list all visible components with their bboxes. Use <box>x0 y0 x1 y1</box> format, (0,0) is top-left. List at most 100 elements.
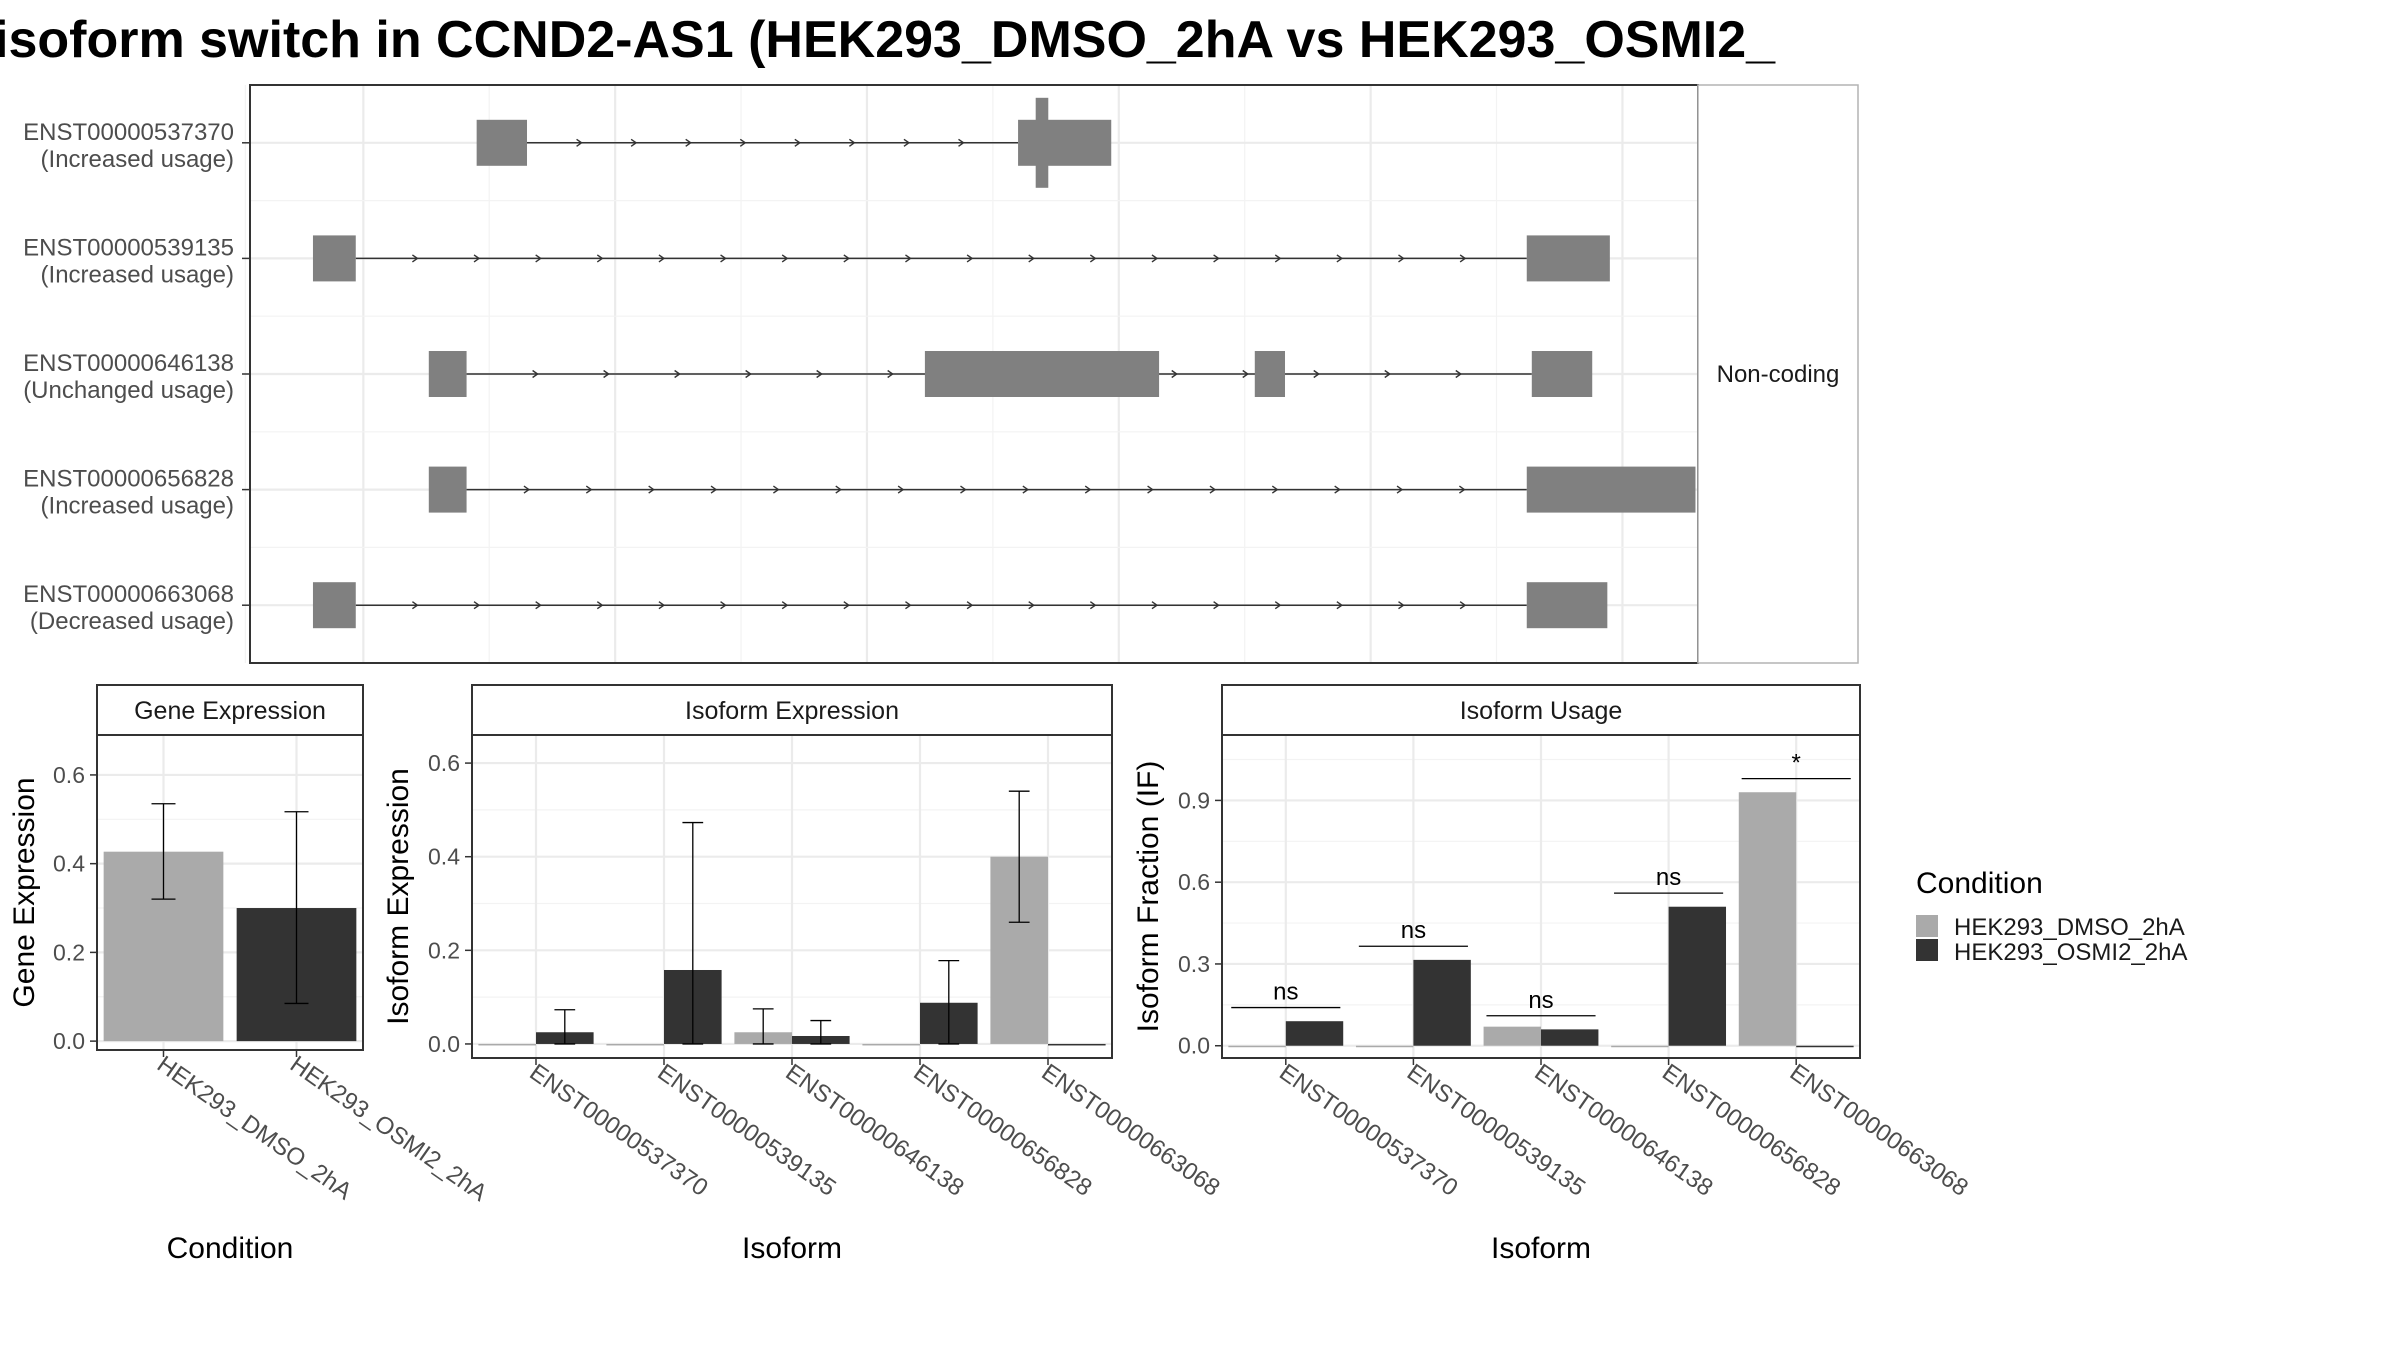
intron-arrow <box>794 138 802 147</box>
transcript-usage-label: (Increased usage) <box>41 146 234 173</box>
intron-arrow <box>473 254 481 263</box>
panel-strip-title: Isoform Usage <box>1460 697 1623 725</box>
intron-arrow <box>1028 601 1035 610</box>
intron-arrow <box>1213 254 1220 263</box>
intron-arrow <box>473 601 481 610</box>
y-axis-title: Isoform Expression <box>382 768 415 1025</box>
intron-arrow <box>905 254 912 263</box>
intron-arrow <box>887 369 894 379</box>
coding-exon <box>1035 97 1049 188</box>
y-tick-label: 0.6 <box>428 750 460 776</box>
legend-key-osmi <box>1916 939 1938 961</box>
plot-border <box>96 734 364 1051</box>
intron-arrow <box>535 254 542 263</box>
significance-label: * <box>1792 750 1801 777</box>
intron-arrow <box>903 138 911 147</box>
intron-arrow <box>1336 601 1344 610</box>
bar-dmso <box>1228 1045 1286 1048</box>
intron-arrow <box>958 138 965 147</box>
intron-arrow <box>1458 485 1466 494</box>
intron-arrow <box>843 601 851 610</box>
intron-arrow <box>1398 601 1405 610</box>
intron-arrow <box>1398 254 1405 263</box>
intron-arrow <box>720 254 727 263</box>
panel-strip <box>471 684 1113 736</box>
significance-label: ns <box>1401 917 1426 944</box>
y-tick-label: 0.4 <box>53 851 85 877</box>
structure-strip <box>1697 84 1859 664</box>
transcript-label: ENST00000656828 <box>23 466 234 493</box>
y-tick-label: 0.0 <box>428 1031 460 1057</box>
x-axis-title: Isoform <box>742 1232 842 1265</box>
intron-arrow <box>710 485 718 494</box>
intron-arrow <box>1459 254 1467 263</box>
transcript-usage-label: (Decreased usage) <box>30 608 234 635</box>
x-axis-title: Condition <box>167 1232 294 1265</box>
transcript-row: ENST00000537370(Increased usage) <box>23 97 1698 202</box>
y-axis-title: Isoform Fraction (IF) <box>1132 761 1165 1033</box>
exon <box>428 466 467 513</box>
intron-arrow <box>739 138 747 147</box>
intron-arrow <box>411 254 419 263</box>
intron-arrow <box>1274 254 1282 263</box>
bar-osmi <box>1413 959 1471 1046</box>
panel-strip-title: Gene Expression <box>134 697 326 725</box>
intron-arrow <box>905 601 912 610</box>
y-tick-label: 0.9 <box>1178 787 1210 813</box>
structure-strip-label: Non-coding <box>1717 361 1840 388</box>
exon <box>312 582 356 629</box>
y-tick-label: 0.6 <box>1178 869 1210 895</box>
intron-arrow <box>897 485 905 494</box>
transcript-row: ENST00000663068(Decreased usage) <box>23 581 1698 635</box>
intron-arrow <box>745 369 752 379</box>
intron-arrow <box>1396 485 1404 494</box>
significance-label: ns <box>1528 987 1553 1014</box>
intron-arrow <box>1028 254 1035 263</box>
intron-arrow <box>1384 369 1391 379</box>
intron-arrow <box>1171 369 1178 379</box>
transcript-structure-panel: ENST00000537370(Increased usage)ENST0000… <box>23 84 1749 664</box>
y-tick-label: 0.2 <box>428 937 460 963</box>
legend-key-dmso <box>1916 915 1938 937</box>
panel-strip <box>1221 684 1861 736</box>
bar-dmso <box>606 1043 664 1046</box>
intron-arrow <box>1271 485 1279 494</box>
intron-arrow <box>674 369 681 379</box>
y-tick-label: 0.2 <box>53 939 85 965</box>
exon <box>924 351 1160 397</box>
transcript-label: ENST00000663068 <box>23 581 234 608</box>
exon <box>1254 351 1286 397</box>
intron-arrow <box>535 601 542 610</box>
y-axis-title: Gene Expression <box>8 777 41 1007</box>
legend: Condition HEK293_DMSO_2hA HEK293_OSMI2_2… <box>1916 867 2187 966</box>
intron-arrow <box>1022 485 1030 494</box>
legend-label-osmi: HEK293_OSMI2_2hA <box>1954 939 2187 966</box>
exon <box>428 351 467 397</box>
intron-arrow <box>781 254 789 263</box>
intron-arrow <box>960 485 967 494</box>
significance-label: ns <box>1656 864 1681 891</box>
transcript-label: ENST00000537370 <box>23 119 234 146</box>
intron-arrow <box>658 601 666 610</box>
bar-dmso <box>1483 1026 1541 1046</box>
gene-expression-panel: Gene Expression0.00.20.40.6HEK293_DMSO_2… <box>8 684 492 1265</box>
panel-strip-title: Isoform Expression <box>685 697 899 725</box>
intron-arrow <box>1151 254 1159 263</box>
intron-arrow <box>1336 254 1344 263</box>
intron-arrow <box>720 601 727 610</box>
y-tick-label: 0.0 <box>1178 1033 1210 1059</box>
legend-label-dmso: HEK293_DMSO_2hA <box>1954 914 2185 941</box>
intron-arrow <box>848 138 856 147</box>
y-tick-label: 0.3 <box>1178 951 1210 977</box>
intron-arrow <box>1089 601 1097 610</box>
intron-arrow <box>772 485 780 494</box>
intron-arrow <box>1147 485 1154 494</box>
transcript-row: ENST00000539135(Increased usage) <box>23 234 1698 317</box>
bar-osmi <box>1668 906 1727 1046</box>
transcript-label: ENST00000646138 <box>23 350 234 377</box>
intron-arrow <box>816 369 823 379</box>
exon <box>312 235 356 282</box>
intron-arrow <box>1334 485 1341 494</box>
bar-dmso <box>1738 792 1797 1046</box>
intron-arrow <box>596 601 604 610</box>
